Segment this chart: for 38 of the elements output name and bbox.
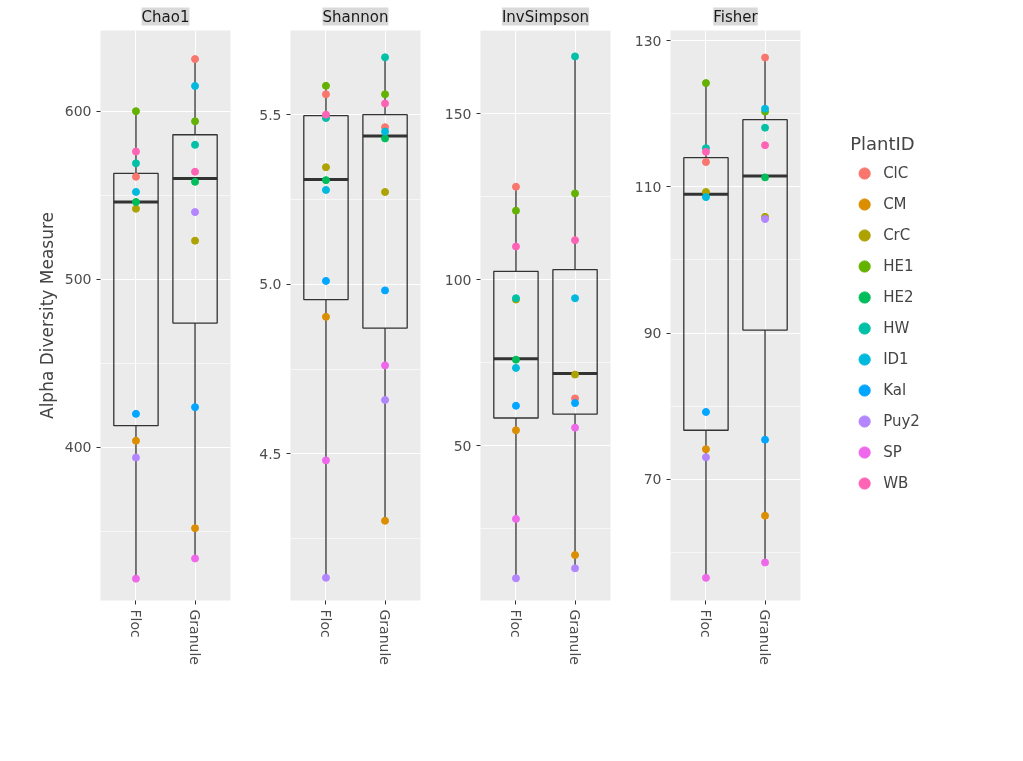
y-tick-label: 90 <box>643 325 662 342</box>
legend-label: Puy2 <box>883 412 920 430</box>
x-tick-label: Floc <box>317 609 334 638</box>
chart-title: Chao1 <box>141 7 190 26</box>
legend-title: PlantID <box>850 133 916 154</box>
x-tick-label: Granule <box>187 609 204 665</box>
y-axis-title: Alpha Diversity Measure <box>36 211 57 420</box>
legend-label: ID1 <box>883 350 909 368</box>
y-tick-label: 4.5 <box>259 445 282 462</box>
legend-label: HE2 <box>883 288 914 306</box>
legend-label: Kal <box>883 381 907 399</box>
legend-label: CM <box>883 195 907 213</box>
y-tick-label: 100 <box>444 271 472 288</box>
y-tick-label: 5.5 <box>259 106 282 123</box>
legend-label: ClC <box>883 164 909 182</box>
y-tick-label: 5.0 <box>259 276 282 293</box>
y-tick-label: 110 <box>634 178 662 195</box>
legend-label: CrC <box>883 226 911 244</box>
chart-title: InvSimpson <box>501 7 590 26</box>
legend-label: WB <box>883 474 909 492</box>
legend-label: HE1 <box>883 257 914 275</box>
chart-title: Fisher <box>713 7 759 26</box>
y-tick-label: 600 <box>64 103 92 120</box>
y-tick-label: 150 <box>444 105 472 122</box>
x-tick-label: Floc <box>127 609 144 638</box>
chart-title: Shannon <box>322 7 389 26</box>
y-tick-label: 130 <box>634 32 662 49</box>
y-tick-label: 70 <box>643 471 662 488</box>
x-tick-label: Granule <box>757 609 774 665</box>
x-tick-label: Granule <box>377 609 394 665</box>
y-tick-label: 400 <box>64 439 92 456</box>
y-tick-label: 500 <box>64 271 92 288</box>
x-tick-label: Floc <box>697 609 714 638</box>
legend-label: HW <box>883 319 910 337</box>
legend-label: SP <box>883 443 903 461</box>
x-tick-label: Granule <box>567 609 584 665</box>
y-tick-label: 50 <box>453 437 472 454</box>
x-tick-label: Floc <box>507 609 524 638</box>
